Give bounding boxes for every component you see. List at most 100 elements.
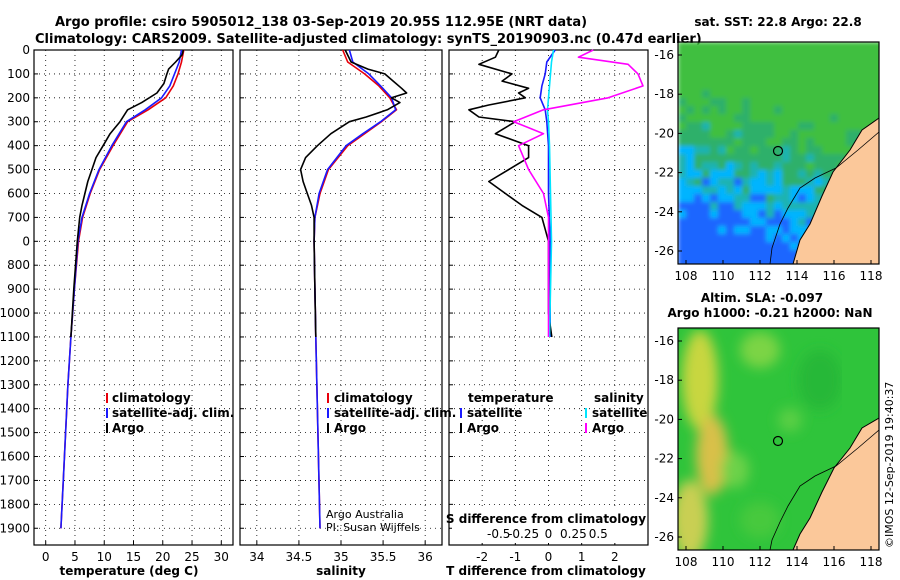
sst-cell (742, 218, 751, 227)
sst-cell (870, 114, 879, 123)
sst-cell (774, 138, 783, 147)
salinity-grid (240, 49, 442, 545)
sst-cell (742, 122, 751, 131)
imos-timestamp: ©IMOS 12-Sep-2019 19:40:37 (883, 382, 896, 548)
sst-cell (726, 234, 735, 243)
sst-cell (734, 218, 743, 227)
sst-cell (758, 202, 767, 211)
sst-cell (870, 42, 879, 51)
difference-lines (468, 49, 644, 338)
depth-tick-label: 800 (7, 258, 30, 272)
sst-cell (750, 258, 759, 264)
sst-cell (830, 82, 839, 91)
sst-cell (774, 50, 783, 59)
sst-cell (686, 58, 695, 67)
sla-land (793, 418, 879, 550)
sst-cell (774, 170, 783, 179)
sst-cell (702, 162, 711, 171)
sal-legend-marker-satellite (327, 408, 329, 418)
sst-cell (702, 146, 711, 155)
map-x-tick-label: 116 (823, 555, 846, 569)
sla-anomaly (740, 332, 780, 368)
sst-cell (774, 242, 783, 251)
sst-cell (750, 242, 759, 251)
sst-cell (750, 186, 759, 195)
salinity-legend: climatology satellite-adj. clim. Argo (327, 391, 456, 435)
sst-cell (694, 58, 703, 67)
sst-cell (742, 250, 751, 259)
sla-anomaly (682, 330, 718, 430)
sst-cell (710, 98, 719, 107)
sst-cell (846, 114, 855, 123)
salinity-lines (299, 49, 408, 529)
sst-cell (726, 178, 735, 187)
sst-cell (742, 162, 751, 171)
sst-cell (790, 114, 799, 123)
sst-cell (710, 66, 719, 75)
temperature-grid (34, 49, 233, 545)
sst-cell (750, 170, 759, 179)
legend-salinity-header: salinity (594, 391, 644, 405)
sst-cell (790, 42, 799, 51)
x-tick-label: 36 (418, 550, 433, 564)
sst-cell (774, 74, 783, 83)
sst-cell (750, 146, 759, 155)
sst-cell (718, 234, 727, 243)
sst-cell (710, 226, 719, 235)
x-tick-label: 0 (42, 550, 50, 564)
depth-tick-label: 1100 (0, 330, 30, 344)
sst-cell (686, 250, 695, 259)
sst-cell (846, 74, 855, 83)
sst-cell (678, 98, 687, 107)
sst-cell (806, 82, 815, 91)
sst-cell (838, 122, 847, 131)
sst-cell (798, 66, 807, 75)
sst-cell (694, 250, 703, 259)
depth-tick-label: 700 (7, 210, 30, 224)
sst-cell (846, 58, 855, 67)
sst-cell (758, 58, 767, 67)
sst-cell (774, 82, 783, 91)
sst-cell (806, 74, 815, 83)
sst-cell (734, 178, 743, 187)
sst-cell (814, 82, 823, 91)
sst-cell (678, 58, 687, 67)
sst-cell (774, 66, 783, 75)
sst-cell (782, 250, 791, 259)
sst-cell (766, 106, 775, 115)
sst-cell (750, 162, 759, 171)
sst-cell (766, 242, 775, 251)
sst-cell (718, 242, 727, 251)
sst-cell (686, 122, 695, 131)
sst-cell (702, 250, 711, 259)
sst-cell (726, 258, 735, 264)
sst-cell (734, 50, 743, 59)
sla-anomaly (678, 480, 708, 550)
sst-cell (798, 58, 807, 67)
sst-cell (710, 50, 719, 59)
sst-cell (758, 74, 767, 83)
sst-cell (814, 138, 823, 147)
sst-cell (822, 170, 831, 179)
sst-cell (710, 194, 719, 203)
sst-cell (774, 218, 783, 227)
sst-cell (798, 50, 807, 59)
sst-cell (838, 90, 847, 99)
sst-cell (814, 130, 823, 139)
sst-cell (790, 58, 799, 67)
sla-map-subtitle: Argo h1000: -0.21 h2000: NaN (667, 306, 872, 320)
sst-cell (774, 122, 783, 131)
sst-cell (798, 154, 807, 163)
sst-cell (718, 98, 727, 107)
sst-cell (750, 74, 759, 83)
sst-cell (742, 178, 751, 187)
sst-cell (782, 50, 791, 59)
sst-cell (758, 178, 767, 187)
sst-cell (694, 154, 703, 163)
sst-cell (694, 170, 703, 179)
sst-cell (806, 66, 815, 75)
sst-cell (710, 146, 719, 155)
sst-cell (758, 114, 767, 123)
sst-cell (822, 58, 831, 67)
legend-argo: Argo (112, 421, 144, 435)
